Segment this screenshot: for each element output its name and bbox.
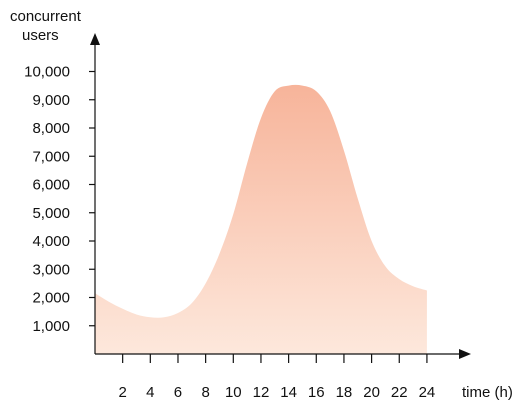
y-tick-label: 3,000 — [32, 261, 70, 278]
y-tick-label: 6,000 — [32, 177, 70, 194]
x-tick-label: 12 — [253, 384, 270, 401]
x-tick-label: 14 — [280, 384, 297, 401]
x-tick-label: 4 — [146, 384, 154, 401]
x-tick-label: 18 — [336, 384, 353, 401]
x-tick-label: 16 — [308, 384, 325, 401]
x-axis-arrow — [459, 349, 471, 359]
y-tick-label: 9,000 — [32, 92, 70, 109]
x-tick-label: 8 — [201, 384, 209, 401]
x-tick-label: 22 — [391, 384, 408, 401]
y-tick-label: 7,000 — [32, 148, 70, 165]
x-tick-label: 24 — [419, 384, 436, 401]
y-axis-arrow — [90, 33, 100, 45]
x-tick-label: 6 — [174, 384, 182, 401]
x-tick-label: 2 — [118, 384, 126, 401]
x-axis-title: time (h) — [462, 384, 513, 401]
x-tick-label: 10 — [225, 384, 242, 401]
y-tick-label: 10,000 — [24, 64, 70, 81]
x-tick-label: 20 — [363, 384, 380, 401]
users-area — [95, 84, 427, 354]
y-tick-label: 1,000 — [32, 318, 70, 335]
y-tick-label: 4,000 — [32, 233, 70, 250]
y-tick-label: 8,000 — [32, 120, 70, 137]
y-axis-title: concurrent users — [10, 8, 82, 44]
y-tick-label: 2,000 — [32, 290, 70, 307]
y-tick-label: 5,000 — [32, 205, 70, 222]
